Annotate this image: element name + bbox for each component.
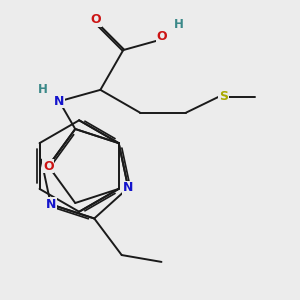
Text: O: O: [43, 160, 54, 172]
Text: O: O: [156, 30, 167, 43]
Text: N: N: [123, 182, 134, 194]
Text: N: N: [54, 95, 64, 108]
Text: N: N: [46, 198, 56, 211]
Text: H: H: [174, 18, 184, 32]
Text: S: S: [219, 90, 228, 103]
Text: H: H: [38, 83, 48, 96]
Text: O: O: [91, 13, 101, 26]
